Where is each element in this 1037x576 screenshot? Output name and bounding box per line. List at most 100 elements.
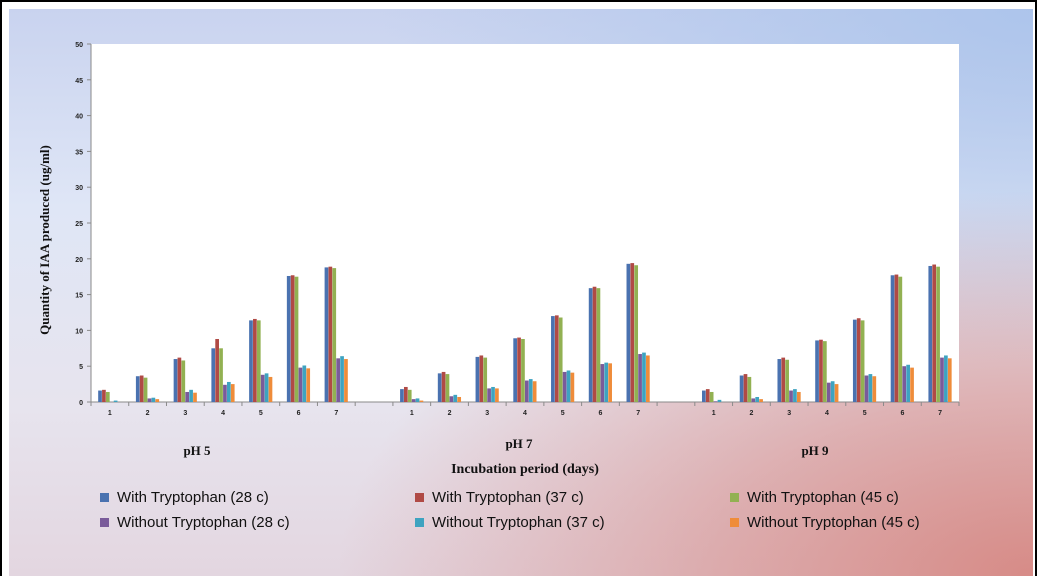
bar — [638, 354, 642, 402]
x-tick-label: 5 — [259, 410, 263, 417]
bar — [532, 381, 537, 402]
legend-item-with-trp-28: With Tryptophan (28 c) — [100, 489, 269, 506]
bar — [294, 276, 299, 402]
bar — [743, 374, 748, 402]
plot-area — [91, 44, 959, 402]
bar — [457, 396, 462, 402]
bar — [592, 286, 597, 402]
bar — [751, 398, 756, 402]
bar — [290, 275, 295, 402]
bar — [646, 355, 650, 402]
bar — [785, 359, 789, 402]
bar — [868, 374, 873, 402]
bar — [181, 360, 186, 402]
legend-label: Without Tryptophan (45 c) — [747, 514, 920, 531]
y-tick-label: 5 — [79, 364, 83, 371]
bar — [898, 276, 903, 402]
bar — [826, 382, 831, 402]
legend-label: With Tryptophan (37 c) — [432, 489, 584, 506]
legend-swatch — [100, 493, 109, 502]
bar — [306, 368, 311, 402]
legend-swatch — [100, 518, 109, 527]
bar — [407, 389, 412, 402]
bar — [135, 376, 140, 402]
bar — [445, 374, 450, 402]
bar — [215, 338, 219, 402]
group-label-ph7: pH 7 — [505, 436, 533, 451]
bar — [147, 398, 152, 402]
y-tick-label: 45 — [75, 78, 83, 85]
bar — [328, 266, 333, 402]
legend-swatch — [415, 493, 424, 502]
bar — [230, 384, 235, 402]
bar — [630, 263, 635, 402]
x-tick-label: 7 — [636, 410, 640, 417]
bar — [789, 390, 793, 402]
bar — [856, 318, 861, 402]
y-tick-label: 30 — [75, 185, 83, 192]
x-tick-label: 3 — [183, 410, 187, 417]
bar — [139, 375, 144, 402]
bar — [819, 339, 823, 402]
bar — [483, 357, 488, 402]
bar — [642, 352, 646, 402]
bar — [525, 380, 529, 402]
x-tick-label: 4 — [221, 410, 225, 417]
bar — [551, 316, 555, 402]
x-axis-label: Incubation period (days) — [451, 462, 599, 477]
bar — [747, 376, 752, 402]
bar — [449, 396, 454, 402]
y-tick-label: 10 — [75, 328, 83, 335]
bar — [173, 359, 178, 402]
bar — [815, 340, 819, 402]
bar — [759, 399, 763, 402]
bar — [906, 364, 910, 402]
bar — [608, 363, 612, 402]
x-tick-label: 2 — [146, 410, 150, 417]
y-tick-label: 40 — [75, 114, 83, 121]
bar — [453, 394, 458, 402]
bar — [928, 265, 933, 402]
bar — [185, 391, 190, 402]
bar — [475, 356, 480, 402]
y-tick-label: 25 — [75, 221, 83, 228]
bar — [495, 388, 499, 402]
y-tick-label: 15 — [75, 293, 83, 300]
x-tick-label: 1 — [410, 410, 414, 417]
x-tick-label: 3 — [485, 410, 489, 417]
bar — [596, 288, 601, 402]
legend-label: With Tryptophan (45 c) — [747, 489, 899, 506]
bar — [411, 399, 416, 402]
bar — [264, 373, 269, 402]
bar — [487, 388, 491, 402]
bar — [415, 398, 420, 402]
bar — [944, 355, 948, 402]
bar — [932, 264, 937, 402]
bar — [796, 391, 801, 402]
bar — [701, 390, 706, 402]
bar — [219, 348, 223, 402]
x-tick-label: 1 — [108, 410, 112, 417]
bar — [226, 381, 231, 402]
bar — [332, 268, 337, 402]
x-tick-label: 4 — [825, 410, 829, 417]
bar — [324, 267, 329, 402]
bar — [600, 364, 605, 402]
bar — [419, 400, 424, 402]
x-tick-label: 3 — [787, 410, 791, 417]
bar — [437, 373, 442, 402]
bar — [302, 365, 307, 402]
bar — [588, 288, 593, 402]
bar — [947, 358, 952, 402]
bar — [491, 386, 495, 402]
legend-label: With Tryptophan (28 c) — [117, 489, 269, 506]
group-label-ph9: pH 9 — [801, 443, 829, 458]
x-tick-label: 2 — [448, 410, 452, 417]
bar — [336, 358, 341, 402]
bar — [739, 375, 744, 402]
bar — [554, 315, 559, 402]
bar — [177, 357, 182, 402]
bar — [902, 366, 907, 402]
bar — [910, 367, 914, 402]
bar — [340, 356, 344, 402]
